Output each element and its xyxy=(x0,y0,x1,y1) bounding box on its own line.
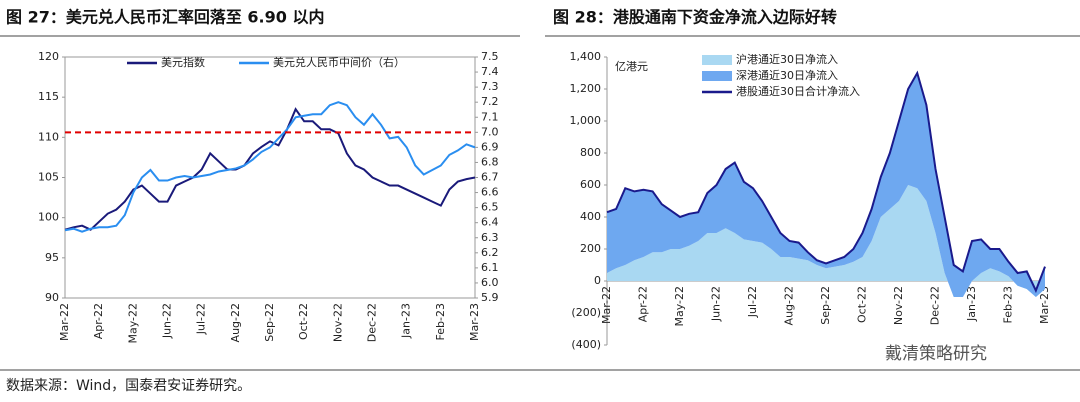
y-tick-label: 110 xyxy=(38,130,59,143)
y-tick-label: (400) xyxy=(571,338,601,351)
y-tick-label: 100 xyxy=(38,211,59,224)
x-tick-label: Jan-23 xyxy=(400,303,413,339)
y-tick-label: 105 xyxy=(38,171,59,184)
line xyxy=(606,70,1046,294)
legend-label: 美元指数 xyxy=(161,55,205,69)
x-tick-label: Dec-22 xyxy=(366,303,379,342)
y-tick-label: 200 xyxy=(580,242,601,255)
y2-tick-label: 7.1 xyxy=(481,110,499,123)
x-tick-label: Jul-22 xyxy=(195,303,208,335)
y2-tick-label: 6.3 xyxy=(481,231,499,244)
line xyxy=(64,101,476,233)
y-tick-label: 90 xyxy=(45,291,59,304)
line xyxy=(64,107,476,231)
x-tick-label: Feb-23 xyxy=(1002,286,1015,323)
x-tick-label: Oct-22 xyxy=(297,303,310,340)
legend-swatch xyxy=(702,71,732,81)
x-tick-label: Mar-22 xyxy=(600,286,613,324)
x-tick-label: Nov-22 xyxy=(331,303,344,342)
x-tick-label: Nov-22 xyxy=(892,286,905,325)
area xyxy=(607,185,1045,297)
y2-tick-label: 7.5 xyxy=(481,50,499,63)
x-tick-label: Jun-22 xyxy=(161,303,174,339)
x-tick-label: May-22 xyxy=(673,286,686,327)
chart-title: 图 28：港股通南下资金净流入边际好转 xyxy=(553,8,837,27)
legend-label: 美元兑人民币中间价（右） xyxy=(273,55,405,69)
y-tick-label: 95 xyxy=(45,251,59,264)
x-tick-label: Apr-22 xyxy=(637,286,650,322)
plot-frame xyxy=(64,56,476,299)
x-tick-label: Mar-22 xyxy=(58,303,71,341)
y-tick-label: 0 xyxy=(594,274,601,287)
y2-tick-label: 7.4 xyxy=(481,65,499,78)
x-tick-label: Jan-23 xyxy=(965,286,978,322)
x-tick-label: Oct-22 xyxy=(856,286,869,323)
y2-tick-label: 5.9 xyxy=(481,291,499,304)
legend-swatch xyxy=(702,55,732,65)
y2-tick-label: 6.1 xyxy=(481,261,499,274)
y2-tick-label: 6.2 xyxy=(481,246,499,259)
y2-tick-label: 6.0 xyxy=(481,276,499,289)
chart-title: 图 27：美元兑人民币汇率回落至 6.90 以内 xyxy=(6,8,324,27)
y2-tick-label: 6.4 xyxy=(481,216,499,229)
y2-tick-label: 6.7 xyxy=(481,171,499,184)
y-tick-label: 400 xyxy=(580,210,601,223)
watermark: 戴清策略研究 xyxy=(885,344,987,364)
y-tick-label: 1,400 xyxy=(570,50,602,63)
y-tick-label: (200) xyxy=(571,306,601,319)
x-tick-label: Sep-22 xyxy=(263,303,276,342)
y-tick-label: 800 xyxy=(580,146,601,159)
y2-tick-label: 6.9 xyxy=(481,140,499,153)
x-tick-label: Feb-23 xyxy=(434,303,447,340)
y2-tick-label: 7.3 xyxy=(481,80,499,93)
x-tick-label: Aug-22 xyxy=(229,303,242,342)
x-tick-label: Jun-22 xyxy=(710,286,723,322)
legend-label: 沪港通近30日净流入 xyxy=(736,52,838,66)
x-tick-label: Aug-22 xyxy=(783,286,796,325)
legend-label: 港股通近30日合计净流入 xyxy=(736,84,860,98)
y2-tick-label: 6.6 xyxy=(481,186,499,199)
x-tick-label: Mar-23 xyxy=(468,303,481,341)
y2-tick-label: 7.2 xyxy=(481,95,499,108)
y-tick-label: 120 xyxy=(38,50,59,63)
legend-label: 深港通近30日净流入 xyxy=(736,68,838,82)
y-tick-label: 600 xyxy=(580,178,601,191)
y2-tick-label: 7.0 xyxy=(481,125,499,138)
x-tick-label: Sep-22 xyxy=(819,286,832,325)
y-tick-label: 1,200 xyxy=(570,82,602,95)
x-tick-label: Apr-22 xyxy=(92,303,105,339)
y-axis-label: 亿港元 xyxy=(615,60,648,73)
x-tick-label: Jul-22 xyxy=(746,286,759,318)
x-tick-label: Dec-22 xyxy=(929,286,942,325)
x-tick-label: Mar-23 xyxy=(1038,286,1051,324)
y2-tick-label: 6.8 xyxy=(481,155,499,168)
source: 数据来源：Wind，国泰君安证券研究。 xyxy=(6,378,251,394)
x-tick-label: May-22 xyxy=(126,303,139,344)
y-tick-label: 1,000 xyxy=(570,114,602,127)
y-tick-label: 115 xyxy=(38,90,59,103)
y2-tick-label: 6.5 xyxy=(481,201,499,214)
